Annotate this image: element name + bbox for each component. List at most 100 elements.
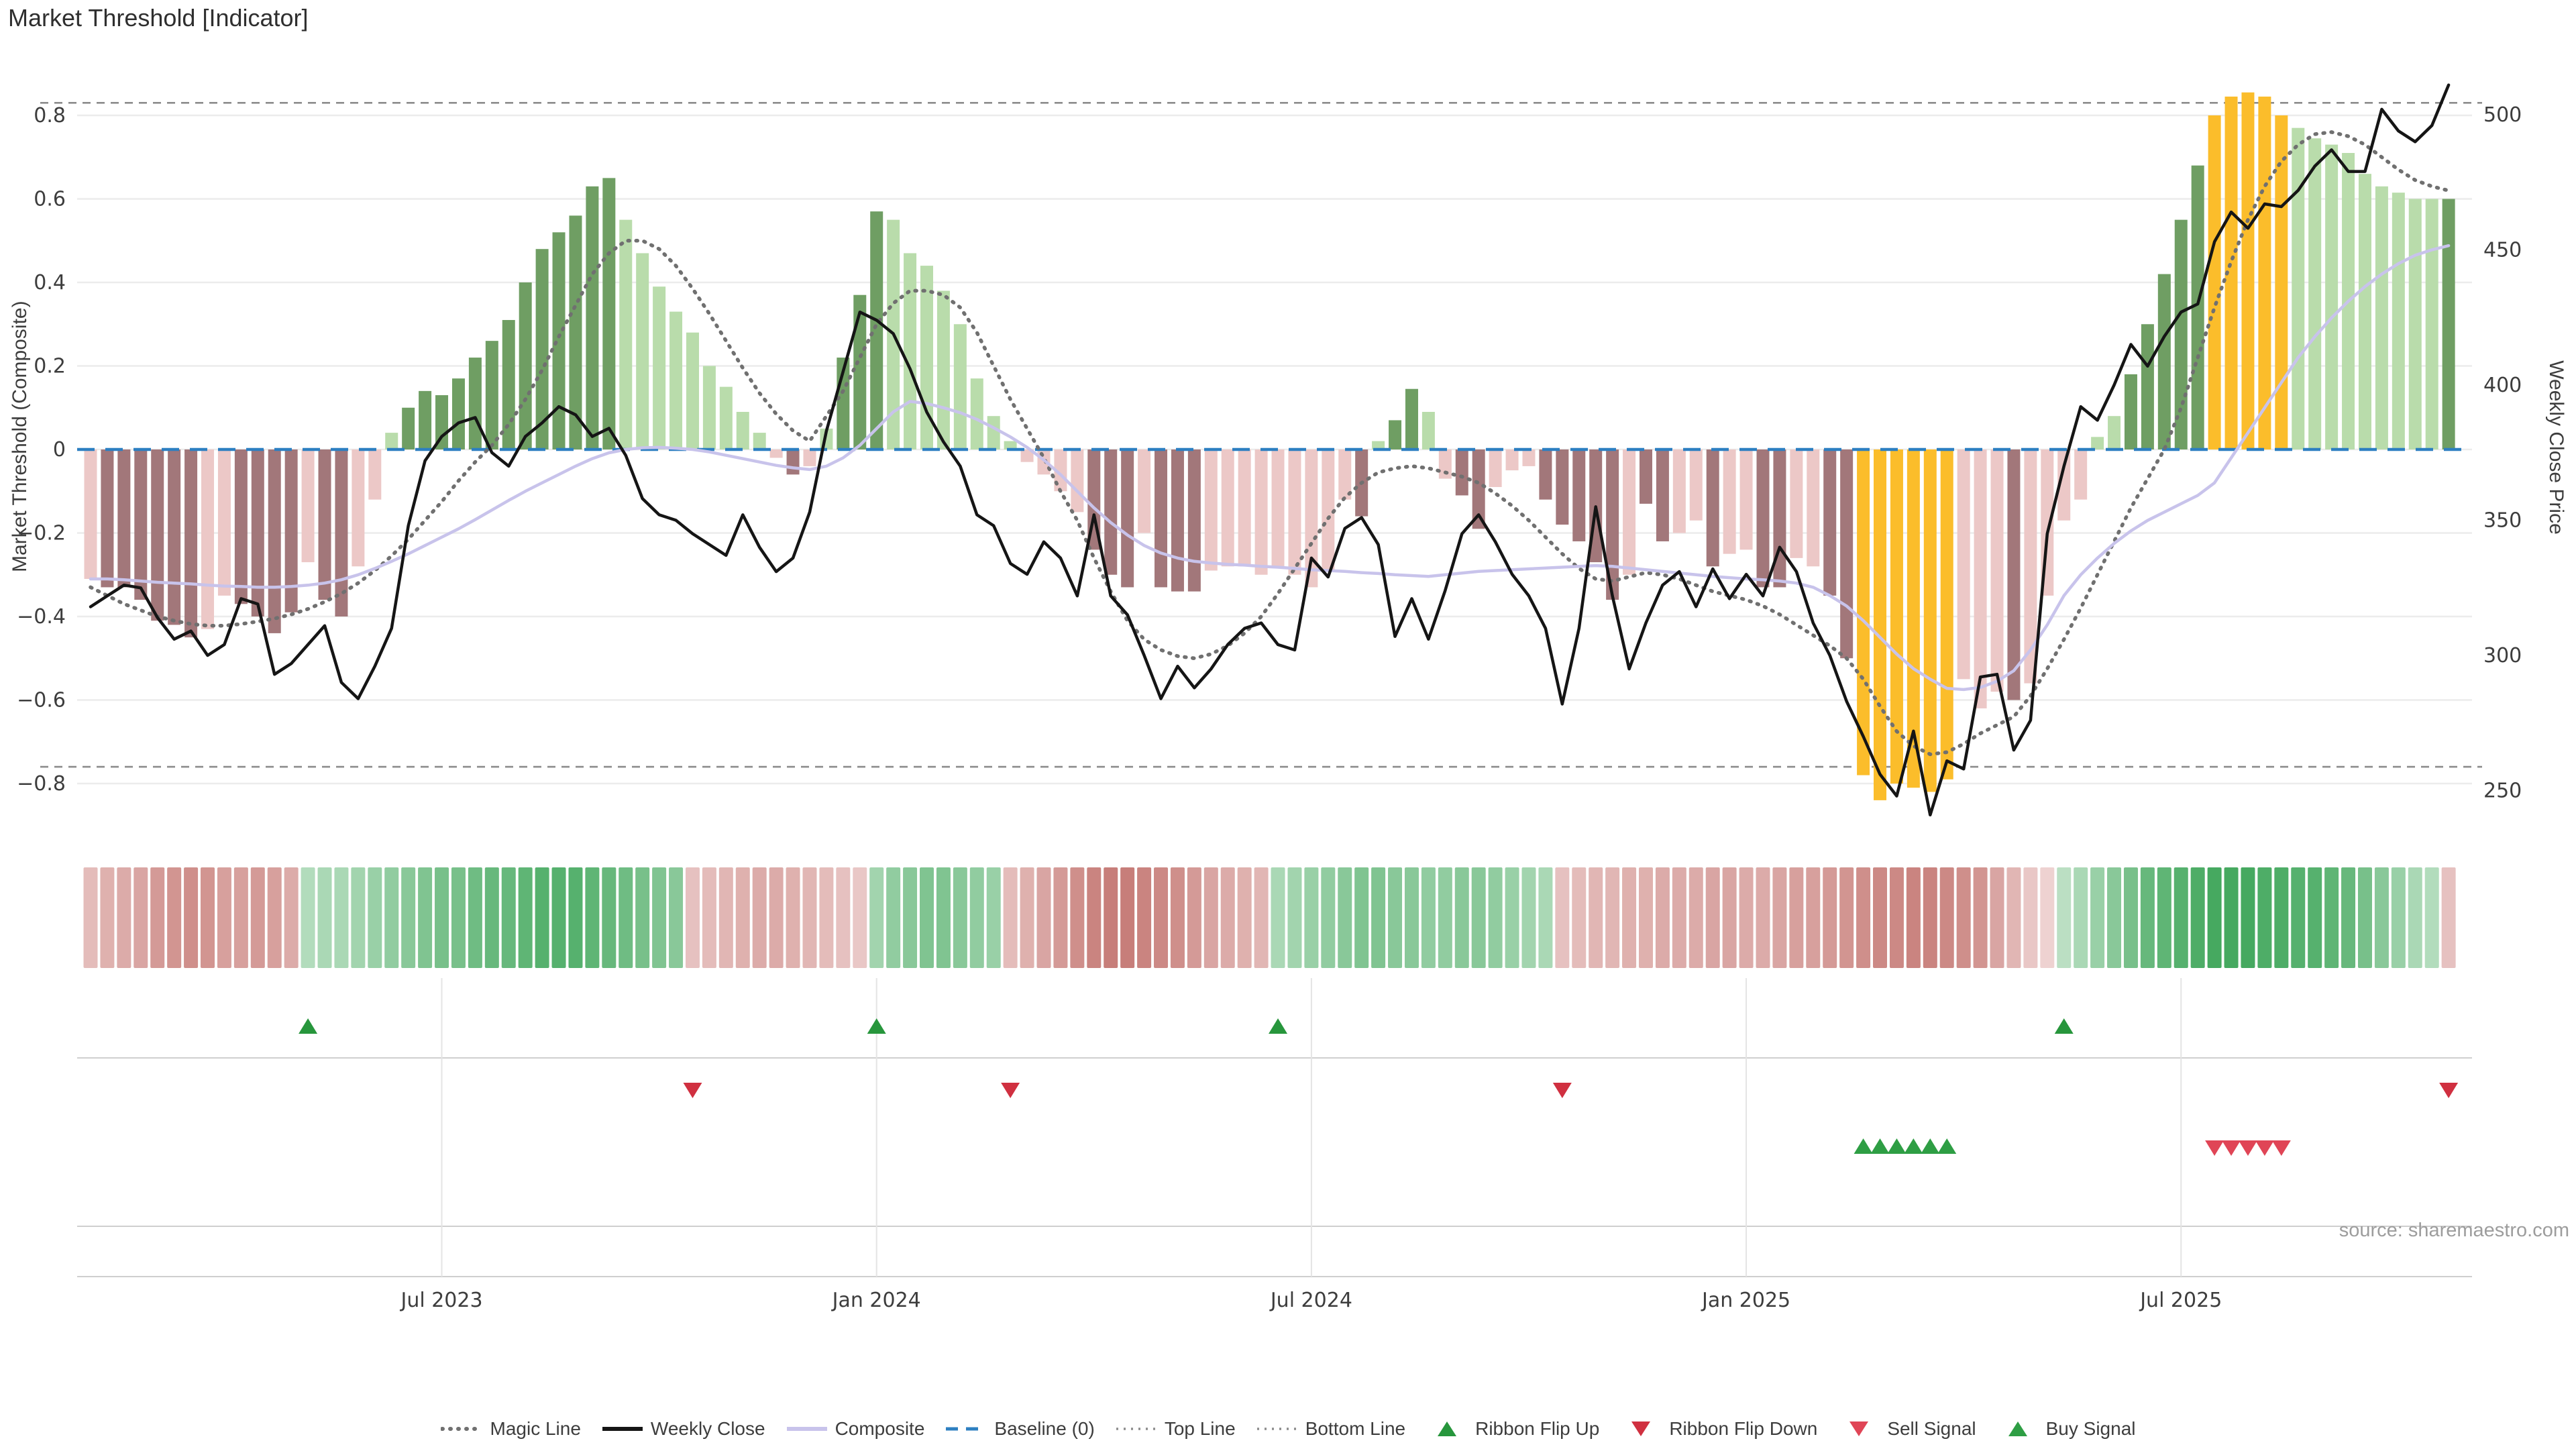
legend-item-sell-signal[interactable]: Sell Signal	[1837, 1418, 1976, 1440]
ribbon-bar	[1187, 867, 1201, 968]
legend-item-magic-line[interactable]: Magic Line	[440, 1418, 581, 1440]
ribbon-bar	[936, 867, 951, 968]
ribbon-bar	[1772, 867, 1787, 968]
threshold-bar	[1305, 449, 1318, 588]
threshold-bar	[101, 449, 114, 588]
threshold-bar	[2074, 449, 2088, 500]
ribbon-bar	[1889, 867, 1904, 968]
ribbon-bar	[334, 867, 349, 968]
ribbon-bar	[1104, 867, 1118, 968]
ribbon-bar	[2074, 867, 2088, 968]
threshold-bar	[2408, 199, 2422, 449]
threshold-bar	[602, 178, 616, 449]
threshold-bar	[268, 449, 281, 633]
threshold-bar	[1472, 449, 1485, 529]
left-axis-tick: 0.8	[34, 104, 66, 127]
ribbon-bar	[568, 867, 583, 968]
left-axis-tick: 0.6	[34, 188, 66, 211]
threshold-bar	[987, 416, 1000, 449]
ribbon-flip-up-marker-shape	[1438, 1421, 1457, 1436]
right-axis-tick: 450	[2483, 239, 2522, 262]
threshold-bar	[669, 311, 683, 449]
threshold-bar	[352, 449, 365, 567]
legend-label: Weekly Close	[650, 1418, 765, 1439]
left-axis-tick: −0.2	[17, 522, 66, 545]
ribbon-bar	[1304, 867, 1319, 968]
legend-item-bottom-line[interactable]: Bottom Line	[1256, 1418, 1405, 1440]
threshold-bar	[301, 449, 315, 563]
ribbon-bar	[1170, 867, 1185, 968]
threshold-bar	[686, 332, 699, 449]
ribbon-bar	[1856, 867, 1871, 968]
x-axis-tick: Jan 2024	[831, 1289, 921, 1312]
legend-label: Ribbon Flip Down	[1669, 1418, 1818, 1439]
legend-item-buy-signal[interactable]: Buy Signal	[1996, 1418, 2136, 1440]
ribbon-bar	[267, 867, 282, 968]
ribbon-bar	[184, 867, 199, 968]
buy-signal-marker	[1937, 1138, 1957, 1154]
ribbon-bar	[1404, 867, 1419, 968]
ribbon-bar	[1589, 867, 1603, 968]
sell-signal-legend-marker	[1849, 1421, 1869, 1436]
legend-item-ribbon-flip-down[interactable]: Ribbon Flip Down	[1619, 1418, 1817, 1440]
threshold-bar	[2325, 144, 2339, 449]
legend-item-weekly-close[interactable]: Weekly Close	[601, 1418, 765, 1440]
ribbon-bar	[2374, 867, 2389, 968]
ribbon-bar	[435, 867, 449, 968]
threshold-bar	[569, 215, 582, 449]
legend-item-baseline[interactable]: Baseline (0)	[945, 1418, 1095, 1440]
threshold-bar	[1489, 449, 1502, 488]
ribbon-bar	[1705, 867, 1720, 968]
legend-label: Magic Line	[490, 1418, 581, 1439]
ribbon-bar	[301, 867, 315, 968]
ribbon-bar	[635, 867, 650, 968]
buy-signal-marker	[1921, 1138, 1940, 1154]
threshold-bar	[586, 186, 599, 449]
threshold-bar	[151, 449, 164, 621]
ribbon-bar	[1287, 867, 1302, 968]
ribbon-bar	[2341, 867, 2356, 968]
ribbon-bar	[2324, 867, 2339, 968]
legend-item-top-line[interactable]: Top Line	[1115, 1418, 1236, 1440]
threshold-bar	[1204, 449, 1218, 571]
left-axis-tick: −0.4	[17, 605, 66, 629]
threshold-bar	[1623, 449, 1636, 575]
ribbon-bar	[2274, 867, 2289, 968]
threshold-bar	[904, 253, 917, 449]
ribbon-bar	[1371, 867, 1386, 968]
ribbon-bar	[1756, 867, 1770, 968]
threshold-bar	[485, 341, 498, 449]
sell-signal-marker	[2205, 1140, 2224, 1156]
ribbon-flip-down-marker	[1001, 1083, 1020, 1098]
baseline-legend-marker	[946, 1427, 987, 1431]
ribbon-bar	[702, 867, 716, 968]
buy-signal-marker-shape	[2008, 1421, 2027, 1436]
ribbon-flip-up-legend-marker	[1438, 1421, 1457, 1436]
ribbon-flip-up-marker	[299, 1018, 318, 1034]
ribbon-bar	[1354, 867, 1369, 968]
ribbon-bar	[535, 867, 549, 968]
ribbon-bar	[484, 867, 499, 968]
ribbon-bar	[150, 867, 165, 968]
composite-line	[89, 244, 2451, 692]
threshold-bar	[519, 282, 532, 449]
threshold-bar	[870, 211, 883, 449]
ribbon-bar	[1154, 867, 1169, 968]
legend-item-composite[interactable]: Composite	[786, 1418, 924, 1440]
ribbon-bar	[551, 867, 566, 968]
threshold-bar	[2224, 96, 2238, 450]
sell-signal-marker	[2238, 1140, 2257, 1156]
threshold-bar	[385, 433, 398, 449]
threshold-bar	[1807, 449, 1820, 567]
buy-signal-marker	[1887, 1138, 1907, 1154]
ribbon-bar	[1906, 867, 1921, 968]
ribbon-bar	[1321, 867, 1336, 968]
ribbon-bar	[1638, 867, 1653, 968]
legend-label: Sell Signal	[1887, 1418, 1976, 1439]
threshold-bar	[970, 378, 983, 449]
ribbon-bar	[2308, 867, 2322, 968]
threshold-bar	[1155, 449, 1168, 588]
legend-item-ribbon-flip-up[interactable]: Ribbon Flip Up	[1426, 1418, 1599, 1440]
threshold-bar	[368, 449, 382, 500]
